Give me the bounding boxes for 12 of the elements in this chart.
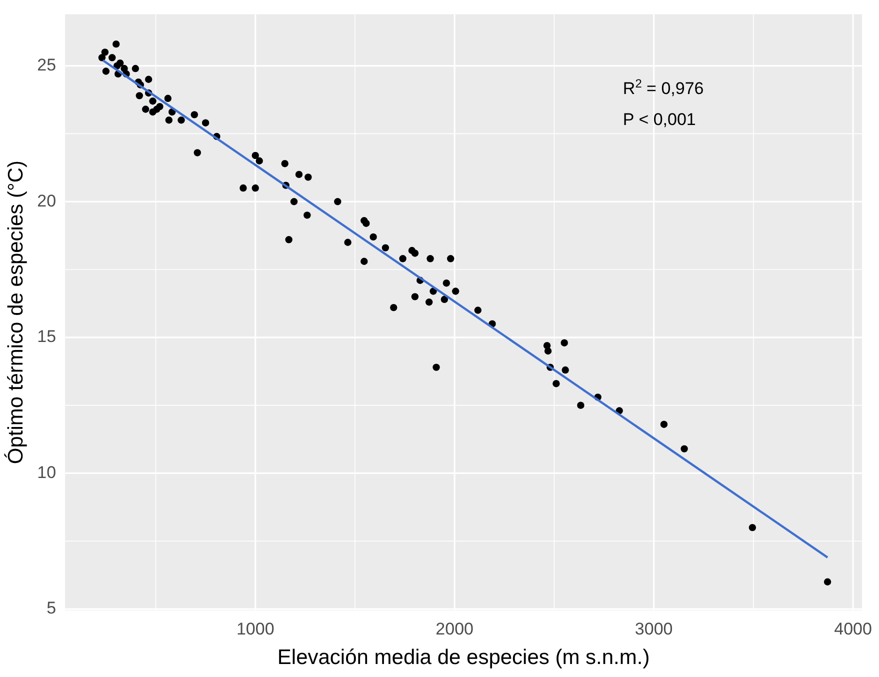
x-tick-label: 3000 [634, 619, 673, 638]
x-tick-label: 4000 [834, 619, 872, 638]
y-tick-label: 5 [46, 598, 56, 618]
y-axis-title: Óptimo térmico de especies (°C) [3, 160, 28, 464]
y-tick-label: 20 [37, 191, 56, 210]
x-tick-label: 1000 [236, 619, 274, 638]
y-tick-label: 15 [37, 327, 56, 346]
x-tick-label: 2000 [436, 619, 474, 638]
x-axis-title: Elevación media de especies (m s.n.m.) [277, 646, 650, 670]
y-tick-label: 10 [37, 462, 56, 482]
annotation: P < 0,001 [622, 110, 696, 130]
y-tick-label: 25 [37, 55, 56, 74]
